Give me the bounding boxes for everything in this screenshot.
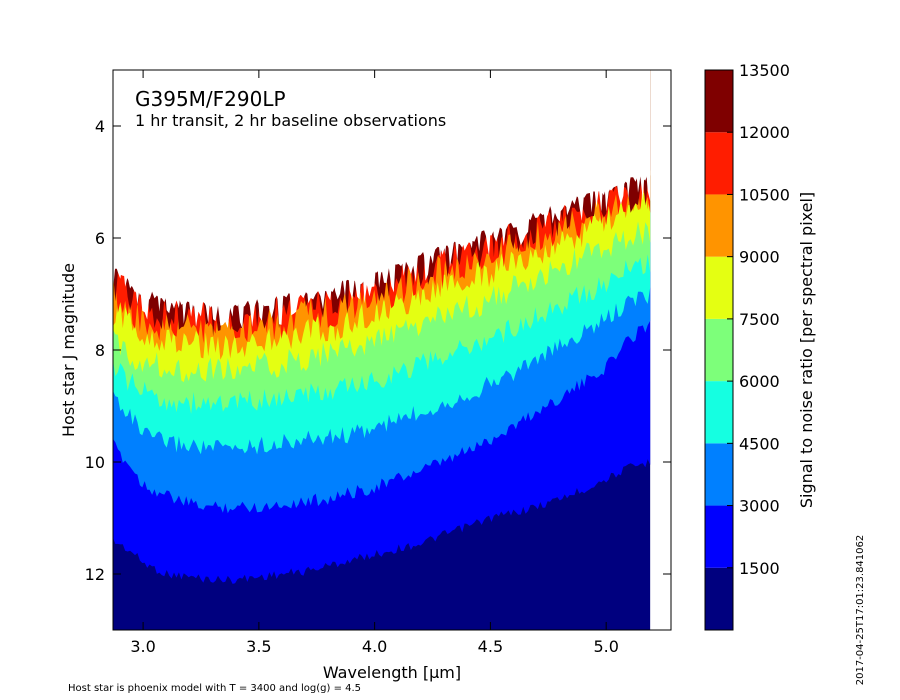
colorbar-segment xyxy=(705,567,733,630)
timestamp-label: 2017-04-25T17:01:23.841062 xyxy=(855,535,866,686)
colorbar-label: Signal to noise ratio [per spectral pixe… xyxy=(797,192,816,508)
no-data-region xyxy=(113,70,651,308)
colorbar-segment xyxy=(705,381,733,444)
y-axis: 4 6 8 10 12 xyxy=(85,117,671,584)
y-tick-label: 12 xyxy=(85,565,105,584)
colorbar-segment xyxy=(705,443,733,506)
colorbar-segment xyxy=(705,194,733,257)
y-tick-label: 6 xyxy=(95,229,105,248)
colorbar-tick-label: 4500 xyxy=(739,434,780,453)
colorbar-tick-label: 7500 xyxy=(739,310,780,329)
x-tick-label: 3.0 xyxy=(130,637,155,656)
chart-subtitle: 1 hr transit, 2 hr baseline observations xyxy=(135,111,446,130)
colorbar-tick-label: 12000 xyxy=(739,123,790,142)
model-footnote: Host star is phoenix model with T = 3400… xyxy=(68,683,361,694)
colorbar-tick-label: 1500 xyxy=(739,559,780,578)
x-tick-label: 3.5 xyxy=(246,637,271,656)
colorbar-segment xyxy=(705,318,733,382)
chart-title: G395M/F290LP xyxy=(135,87,286,111)
colorbar-tick-label: 6000 xyxy=(739,372,780,391)
y-tick-label: 8 xyxy=(95,341,105,360)
x-tick-label: 4.0 xyxy=(362,637,387,656)
colorbar-segment xyxy=(705,505,733,568)
x-tick-label: 4.5 xyxy=(478,637,503,656)
y-tick-label: 10 xyxy=(85,453,105,472)
y-tick-label: 4 xyxy=(95,117,105,136)
contour-fill-layer xyxy=(113,70,651,630)
x-axis: 3.0 3.5 4.0 4.5 5.0 xyxy=(130,70,619,656)
y-axis-label: Host star J magnitude xyxy=(59,263,78,437)
colorbar-segment xyxy=(705,132,733,195)
x-tick-label: 5.0 xyxy=(593,637,618,656)
colorbar: 1500 3000 4500 6000 7500 9000 10500 12000 13500 xyxy=(704,61,790,631)
colorbar-tick-label: 3000 xyxy=(739,497,780,516)
colorbar-tick-label: 9000 xyxy=(739,248,780,267)
colorbar-tick-label: 10500 xyxy=(739,185,790,204)
colorbar-frame xyxy=(704,69,734,631)
colorbar-tick-label: 13500 xyxy=(739,61,790,80)
x-axis-label: Wavelength [μm] xyxy=(323,663,461,682)
colorbar-segment xyxy=(705,256,733,319)
colorbar-segment xyxy=(705,70,733,133)
